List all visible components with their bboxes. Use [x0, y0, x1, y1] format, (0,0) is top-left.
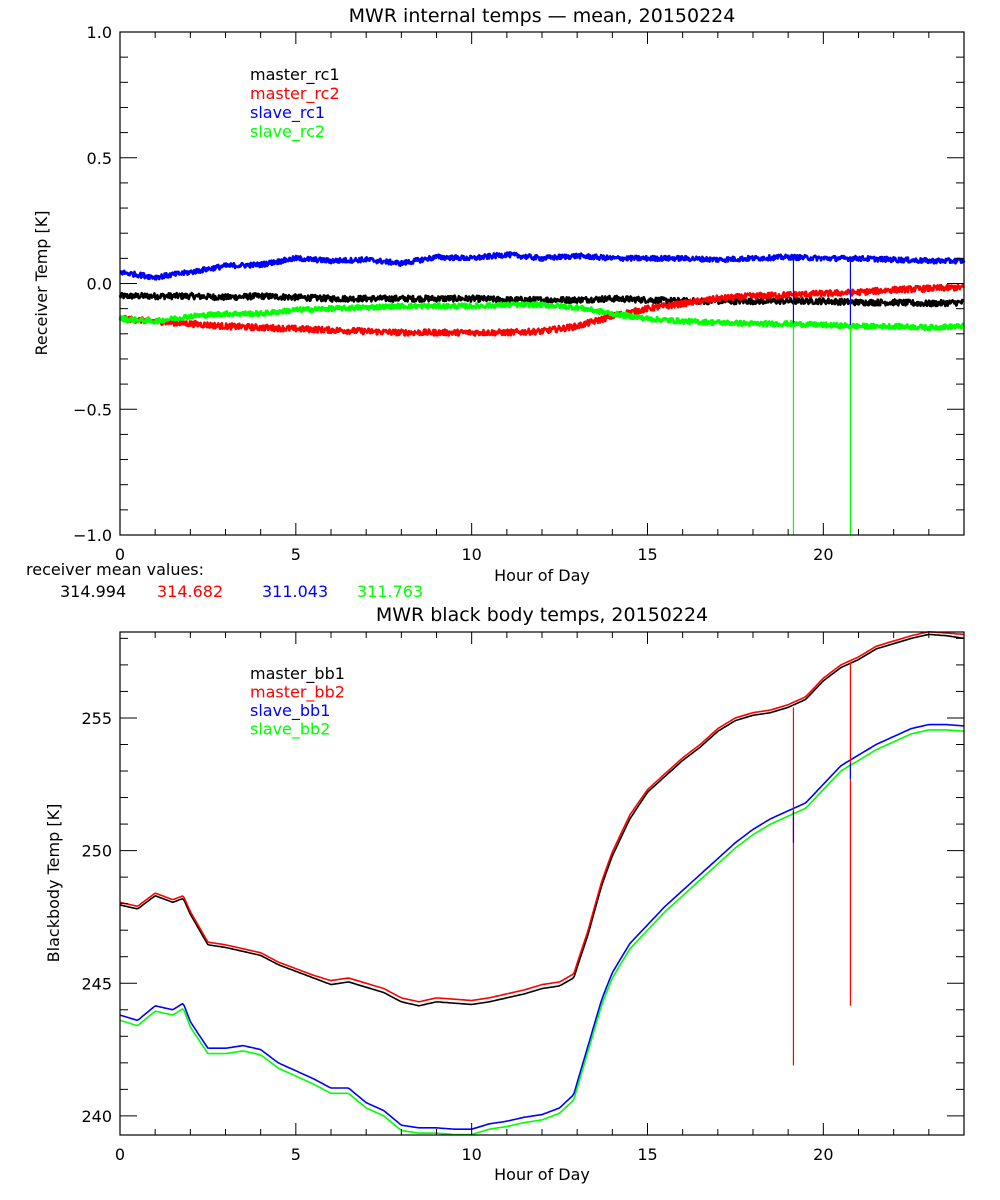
- legend-entry-slave_rc1: slave_rc1: [250, 103, 325, 123]
- y-tick-label: 240: [81, 1107, 112, 1126]
- legend-entry-master_rc2: master_rc2: [250, 84, 340, 104]
- legend-entry-slave_bb2: slave_bb2: [250, 720, 330, 740]
- receiver-temps-plot: MWR internal temps — mean, 20150224 0 5 10…: [26, 5, 966, 601]
- x-tick-label: 20: [813, 1145, 833, 1164]
- receiver-mean-value: 311.043: [262, 582, 328, 601]
- legend-entry-master_bb1: master_bb1: [250, 664, 345, 684]
- x-tick-label: 5: [291, 1145, 301, 1164]
- series-line-master_rc2: [118, 283, 965, 337]
- series-line-slave_rc2: [118, 301, 965, 332]
- receiver-mean-values: 314.994 314.682 311.043 311.763: [60, 582, 423, 601]
- series-line-slave_bb2: [119, 729, 965, 1136]
- data-layer: [119, 630, 965, 1136]
- x-tick-label: 0: [115, 1145, 125, 1164]
- series-line-slave_bb1: [119, 723, 965, 1130]
- data-layer: [118, 251, 966, 535]
- y-tick-label: 0.0: [87, 275, 112, 294]
- x-axis-label: Hour of Day: [494, 566, 590, 585]
- legend-entry-slave_rc2: slave_rc2: [250, 122, 325, 142]
- receiver-mean-value: 314.682: [157, 582, 223, 601]
- y-tick-label: 1.0: [87, 23, 112, 42]
- y-axis-label: Blackbody Temp [K]: [44, 804, 63, 963]
- receiver-mean-value: 314.994: [60, 582, 126, 601]
- plot-frame: [119, 31, 965, 536]
- y-tick-label: 245: [81, 974, 112, 993]
- x-axis-label: Hour of Day: [494, 1165, 590, 1184]
- legend-entry-master_bb2: master_bb2: [250, 683, 345, 703]
- x-tick-label: 15: [637, 545, 657, 564]
- x-tick-label: 20: [813, 545, 833, 564]
- receiver-mean-value: 311.763: [357, 582, 423, 601]
- y-tick-label: −0.5: [73, 400, 112, 419]
- y-tick-label: 255: [81, 709, 112, 728]
- axis-ticks: 0 5 10 15 20 240 245 250 255: [81, 632, 965, 1164]
- receiver-mean-label: receiver mean values:: [26, 560, 204, 579]
- chart-title: MWR black body temps, 20150224: [376, 604, 708, 626]
- x-tick-label: 15: [637, 1145, 657, 1164]
- y-tick-label: −1.0: [73, 526, 112, 545]
- x-tick-label: 5: [291, 545, 301, 564]
- chart-title: MWR internal temps — mean, 20150224: [349, 5, 736, 27]
- x-tick-label: 10: [461, 545, 481, 564]
- series-line-slave_rc1: [119, 251, 966, 281]
- x-tick-label: 10: [461, 1145, 481, 1164]
- plot-frame: [119, 631, 965, 1136]
- legend-entry-master_rc1: master_rc1: [250, 65, 340, 85]
- series-line-master_bb2: [119, 630, 965, 1003]
- y-tick-label: 0.5: [87, 149, 112, 168]
- x-tick-label: 0: [115, 545, 125, 564]
- legend-entry-slave_bb1: slave_bb1: [250, 701, 330, 721]
- series-line-master_bb1: [119, 633, 965, 1007]
- blackbody-temps-plot: MWR black body temps, 20150224 0 5 10 15 20 2…: [44, 604, 965, 1184]
- y-tick-label: 250: [81, 842, 112, 861]
- axis-ticks: 0 5 10 15 20 −1.0 −0.5 0.0 0.5 1.0: [73, 23, 965, 564]
- y-axis-label: Receiver Temp [K]: [32, 210, 51, 355]
